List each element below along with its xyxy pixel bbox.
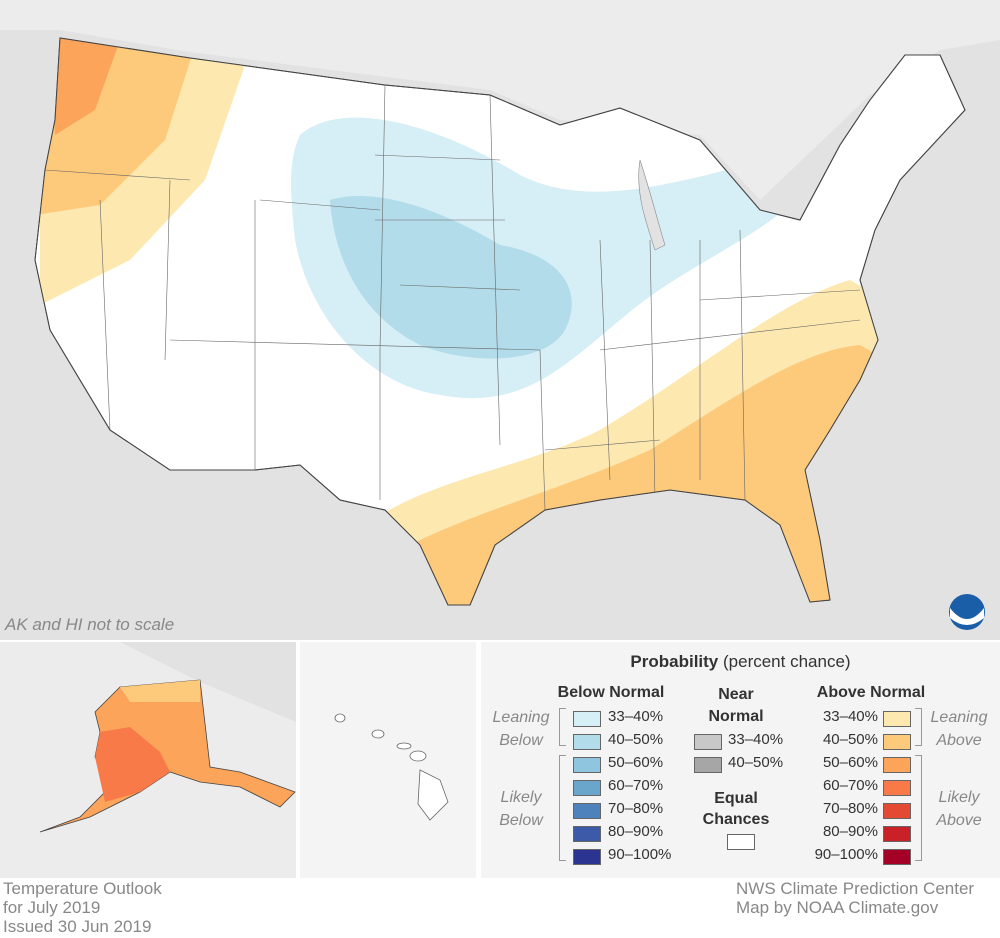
alaska-inset xyxy=(0,642,296,878)
title-line2: for July 2019 xyxy=(3,898,101,917)
above-label: 50–60% xyxy=(822,754,878,771)
legend-title: Probability xyxy=(630,652,719,671)
near-normal-heading: Near Normal xyxy=(708,686,764,725)
legend: Probability (percent chance) Below Norma… xyxy=(481,642,1000,878)
near-swatch xyxy=(694,757,722,773)
above-swatch xyxy=(883,780,911,796)
state-lines xyxy=(44,84,861,511)
equal-chances-swatch xyxy=(727,834,755,850)
below-swatch xyxy=(573,803,601,819)
below-label: 50–60% xyxy=(608,754,664,771)
above-swatch xyxy=(883,734,911,750)
scale-note: AK and HI not to scale xyxy=(5,615,175,634)
above-swatch xyxy=(883,757,911,773)
below-label: 60–70% xyxy=(608,777,664,794)
above-swatch xyxy=(883,803,911,819)
below-swatch xyxy=(573,849,601,865)
below-label: 90–100% xyxy=(608,846,672,863)
above-swatch xyxy=(883,849,911,865)
below-normal-heading: Below Normal xyxy=(557,684,665,701)
leaning-above-label: Leaning Above xyxy=(930,709,988,749)
near-label: 33–40% xyxy=(728,731,784,748)
above-normal-heading: Above Normal xyxy=(816,684,926,701)
below-swatch xyxy=(573,757,601,773)
below-swatch xyxy=(573,711,601,727)
above-label: 33–40% xyxy=(822,708,878,725)
conus-svg xyxy=(0,0,1000,630)
credits: NWS Climate Prediction Center Map by NOA… xyxy=(736,879,974,917)
title-line1: Temperature Outlook xyxy=(3,879,162,898)
above-label: 90–100% xyxy=(814,846,878,863)
credit-climate-gov: Map by NOAA Climate.gov xyxy=(736,898,939,917)
below-swatch xyxy=(573,826,601,842)
below-label: 70–80% xyxy=(608,800,664,817)
near-swatch xyxy=(694,734,722,750)
above-label: 80–90% xyxy=(822,823,878,840)
above-swatch xyxy=(883,711,911,727)
lake-michigan xyxy=(638,159,666,251)
credit-cpc: NWS Climate Prediction Center xyxy=(736,879,975,898)
issue-date: Issued 30 Jun 2019 xyxy=(3,917,152,936)
below-swatch xyxy=(573,780,601,796)
likely-above-label: Likely Above xyxy=(936,789,982,829)
leaning-below-label: Leaning Below xyxy=(492,709,550,749)
hawaii-inset xyxy=(300,642,476,878)
likely-below-label: Likely Below xyxy=(499,789,543,829)
below-label: 80–90% xyxy=(608,823,664,840)
above-label: 70–80% xyxy=(822,800,878,817)
canada xyxy=(0,0,1000,200)
below-label: 33–40% xyxy=(608,708,664,725)
above-label: 40–50% xyxy=(822,731,878,748)
above-50-60-west xyxy=(50,38,120,135)
legend-title-suffix: (percent chance) xyxy=(723,652,851,671)
below-40-50-central xyxy=(330,196,572,359)
noaa-logo xyxy=(949,594,985,630)
near-label: 40–50% xyxy=(728,754,784,771)
equal-chances-heading: Equal Chances xyxy=(702,790,770,828)
below-label: 40–50% xyxy=(608,731,664,748)
above-swatch xyxy=(883,826,911,842)
map-title: Temperature Outlook for July 2019 Issued… xyxy=(3,879,162,936)
below-swatch xyxy=(573,734,601,750)
above-label: 60–70% xyxy=(822,777,878,794)
conus-map: AK and HI not to scale xyxy=(0,0,1000,640)
